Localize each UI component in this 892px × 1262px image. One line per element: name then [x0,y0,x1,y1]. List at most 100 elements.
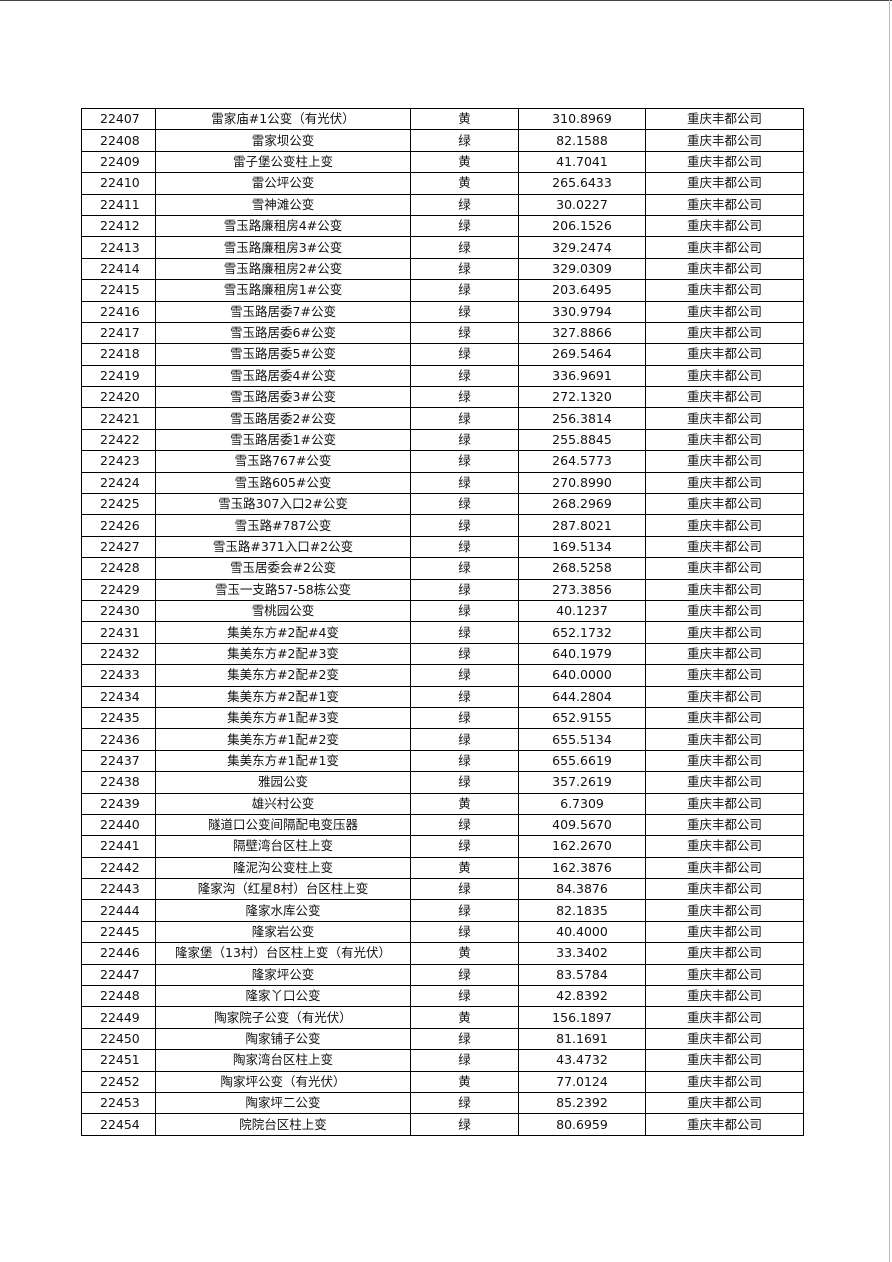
cell-transformer-name: 雪玉一支路57-58栋公变 [155,578,411,601]
cell-row-id: 22446 [81,942,156,965]
cell-row-id: 22422 [81,428,156,452]
cell-company: 重庆丰都公司 [645,835,804,858]
cell-status-color: 绿 [410,300,519,323]
cell-transformer-name: 集美东方#1配#1变 [155,749,411,773]
table-row: 22432 集美东方#2配#3变绿 640.1979 重庆丰都公司 [81,642,804,666]
cell-value: 203.6495 [518,279,646,302]
cell-value: 655.5134 [518,728,646,751]
cell-value: 652.9155 [518,706,646,730]
cell-value: 84.3876 [518,878,646,901]
cell-transformer-name: 隆家堡（13村）台区柱上变（有光伏） [155,942,411,965]
cell-value: 85.2392 [518,1091,646,1115]
cell-row-id: 22417 [81,321,156,345]
table-row: 22440 隧道口公变间隔配电变压器绿 409.5670 重庆丰都公司 [81,813,804,837]
cell-company: 重庆丰都公司 [645,942,804,965]
cell-transformer-name: 集美东方#2配#1变 [155,685,411,708]
table-row: 22422 雪玉路居委1#公变绿 255.8845 重庆丰都公司 [81,428,804,452]
cell-company: 重庆丰都公司 [645,129,804,152]
cell-row-id: 22431 [81,621,156,644]
cell-row-id: 22439 [81,792,156,815]
cell-row-id: 22432 [81,642,156,666]
cell-status-color: 绿 [410,386,519,409]
cell-row-id: 22444 [81,899,156,922]
cell-company: 重庆丰都公司 [645,685,804,708]
cell-row-id: 22449 [81,1006,156,1029]
cell-transformer-name: 雪桃园公变 [155,599,411,623]
cell-value: 169.5134 [518,535,646,559]
cell-transformer-name: 雪玉路居委6#公变 [155,321,411,345]
cell-status-color: 绿 [410,878,519,901]
cell-value: 42.8392 [518,985,646,1008]
cell-status-color: 绿 [410,835,519,858]
cell-transformer-name: 集美东方#2配#2变 [155,664,411,687]
cell-company: 重庆丰都公司 [645,407,804,430]
cell-transformer-name: 院院台区柱上变 [155,1113,411,1136]
cell-transformer-name: 隔壁湾台区柱上变 [155,835,411,858]
cell-company: 重庆丰都公司 [645,599,804,623]
cell-status-color: 绿 [410,920,519,944]
cell-company: 重庆丰都公司 [645,920,804,944]
cell-row-id: 22416 [81,300,156,323]
table-row: 22414 雪玉路廉租房2#公变绿 329.0309 重庆丰都公司 [81,257,804,281]
cell-row-id: 22442 [81,856,156,880]
cell-status-color: 绿 [410,428,519,452]
cell-status-color: 绿 [410,1049,519,1072]
table-row: 22431 集美东方#2配#4变绿 652.1732 重庆丰都公司 [81,621,804,644]
cell-status-color: 绿 [410,214,519,238]
cell-transformer-name: 雪玉路居委1#公变 [155,428,411,452]
cell-status-color: 黄 [410,1006,519,1029]
cell-transformer-name: 集美东方#1配#3变 [155,706,411,730]
cell-transformer-name: 隆家岩公变 [155,920,411,944]
cell-row-id: 22443 [81,878,156,901]
cell-row-id: 22452 [81,1070,156,1093]
cell-status-color: 绿 [410,771,519,794]
cell-company: 重庆丰都公司 [645,963,804,987]
cell-transformer-name: 隆家坪公变 [155,963,411,987]
cell-company: 重庆丰都公司 [645,514,804,537]
cell-value: 357.2619 [518,771,646,794]
table-row: 22419 雪玉路居委4#公变绿 336.9691 重庆丰都公司 [81,364,804,388]
table-row: 22438 雅园公变绿 357.2619 重庆丰都公司 [81,771,804,794]
cell-transformer-name: 雪玉路廉租房2#公变 [155,257,411,281]
cell-company: 重庆丰都公司 [645,985,804,1008]
cell-value: 273.3856 [518,578,646,601]
cell-company: 重庆丰都公司 [645,236,804,259]
cell-row-id: 22428 [81,557,156,580]
cell-status-color: 绿 [410,364,519,388]
cell-transformer-name: 陶家坪公变（有光伏） [155,1070,411,1093]
cell-value: 652.1732 [518,621,646,644]
cell-row-id: 22454 [81,1113,156,1136]
cell-value: 156.1897 [518,1006,646,1029]
cell-row-id: 22447 [81,963,156,987]
cell-status-color: 绿 [410,728,519,751]
cell-row-id: 22448 [81,985,156,1008]
cell-transformer-name: 陶家湾台区柱上变 [155,1049,411,1072]
table-row: 22450 陶家铺子公变绿 81.1691 重庆丰都公司 [81,1027,804,1051]
cell-value: 255.8845 [518,428,646,452]
cell-value: 41.7041 [518,150,646,174]
cell-row-id: 22434 [81,685,156,708]
table-row: 22447 隆家坪公变绿 83.5784 重庆丰都公司 [81,963,804,987]
cell-company: 重庆丰都公司 [645,578,804,601]
transformer-table: 22407 雷家庙#1公变（有光伏）黄 310.8969 重庆丰都公司 22408 雷家坝… [81,107,804,1136]
table-row: 22436 集美东方#1配#2变绿 655.5134 重庆丰都公司 [81,728,804,751]
table-row: 22439 雄兴村公变黄 6.7309 重庆丰都公司 [81,792,804,815]
cell-status-color: 绿 [410,685,519,708]
table-row: 22441 隔壁湾台区柱上变绿 162.2670 重庆丰都公司 [81,835,804,858]
table-row: 22435 集美东方#1配#3变绿 652.9155 重庆丰都公司 [81,706,804,730]
cell-value: 6.7309 [518,792,646,815]
cell-company: 重庆丰都公司 [645,813,804,837]
cell-value: 80.6959 [518,1113,646,1136]
cell-company: 重庆丰都公司 [645,343,804,366]
cell-row-id: 22423 [81,450,156,473]
table-row: 22427 雪玉路#371入口#2公变绿 169.5134 重庆丰都公司 [81,535,804,559]
cell-transformer-name: 雪玉路307入口2#公变 [155,493,411,516]
cell-transformer-name: 隆泥沟公变柱上变 [155,856,411,880]
table-row: 22416 雪玉路居委7#公变绿 330.9794 重庆丰都公司 [81,300,804,323]
cell-row-id: 22420 [81,386,156,409]
cell-value: 269.5464 [518,343,646,366]
cell-status-color: 绿 [410,578,519,601]
cell-value: 43.4732 [518,1049,646,1072]
cell-value: 40.1237 [518,599,646,623]
cell-transformer-name: 雷家坝公变 [155,129,411,152]
